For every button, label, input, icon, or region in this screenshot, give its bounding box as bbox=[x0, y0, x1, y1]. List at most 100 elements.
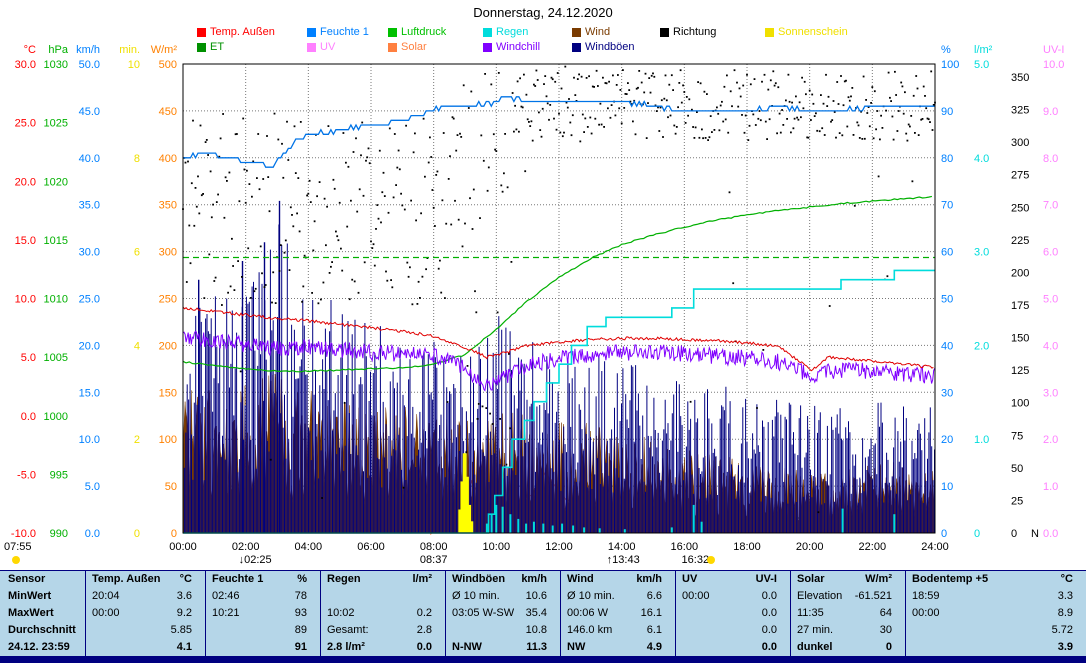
stats-cell-value: 89 bbox=[294, 624, 307, 636]
axis-tick-hpa: 1005 bbox=[44, 352, 68, 364]
axis-unit-lm2: l/m² bbox=[974, 44, 993, 56]
axis-extra-deg: N bbox=[1031, 528, 1039, 540]
x-tick: 22:00 bbox=[859, 541, 887, 553]
axis-tick-deg: 250 bbox=[1011, 202, 1029, 214]
stats-cell-value: 4.1 bbox=[176, 641, 192, 653]
series-humidity bbox=[183, 96, 935, 168]
axis-tick-kmh: 25.0 bbox=[79, 294, 100, 306]
legend-label: Richtung bbox=[673, 26, 717, 38]
stats-cell-value: 5.72 bbox=[1051, 624, 1073, 636]
stats-cell: 02:46 78 bbox=[212, 588, 307, 605]
axis-tick-wm2: 300 bbox=[159, 247, 177, 259]
stats-cell-value: 0.0 bbox=[761, 624, 777, 636]
axis-tick-uv: 2.0 bbox=[1043, 434, 1058, 446]
stats-col-unit: °C bbox=[179, 573, 192, 585]
x-tick: 12:00 bbox=[545, 541, 573, 553]
stats-cell: 0.0 bbox=[682, 622, 777, 639]
x-tick: 08:00 bbox=[420, 541, 448, 553]
stats-cell-value: 2.8 bbox=[416, 624, 432, 636]
axis-tick-temp: -5.0 bbox=[17, 469, 36, 481]
stats-col-unit: UV-I bbox=[755, 573, 777, 585]
sunset-sun-icon bbox=[707, 556, 715, 564]
legend-swatch-icon bbox=[307, 27, 316, 37]
axis-unit-temp: °C bbox=[24, 44, 36, 56]
legend-label: Luftdruck bbox=[401, 26, 447, 38]
axis-tick-wm2: 450 bbox=[159, 106, 177, 118]
stats-header: Regen l/m² bbox=[327, 571, 432, 588]
stats-col-windb-en: Windböen km/h Ø 10 min. 10.6 03:05 W-SW 35.4 1… bbox=[445, 571, 560, 663]
stats-cell: Gesamt: 2.8 bbox=[327, 622, 432, 639]
legend-label: Sonnenschein bbox=[778, 26, 848, 38]
stats-cell: Ø 10 min. 6.6 bbox=[567, 588, 662, 605]
stats-cell-value: -61.521 bbox=[854, 590, 892, 602]
axis-tick-pct: 60 bbox=[941, 247, 953, 259]
stats-cell-label: 20:04 bbox=[92, 590, 120, 602]
axis-tick-uv: 5.0 bbox=[1043, 294, 1058, 306]
plot-border bbox=[182, 63, 936, 534]
axis-tick-deg: 325 bbox=[1011, 105, 1029, 117]
stats-cell-label: 00:00 bbox=[92, 607, 120, 619]
axis-tick-deg: 0 bbox=[1011, 528, 1017, 540]
page-title: Donnerstag, 24.12.2020 bbox=[473, 5, 613, 20]
axis-tick-deg: 50 bbox=[1011, 463, 1023, 475]
stats-table: Sensor MinWert MaxWert Durchschnitt 24.12. 2… bbox=[0, 570, 1086, 663]
stats-cell-label: 11:35 bbox=[797, 607, 824, 619]
series-temperature bbox=[182, 306, 934, 372]
legend-label: UV bbox=[320, 41, 336, 53]
axis-unit-hpa: hPa bbox=[48, 44, 68, 56]
axis-tick-min: 8 bbox=[134, 153, 140, 165]
axis-tick-deg: 75 bbox=[1011, 430, 1023, 442]
stats-cell-label: 27 min. bbox=[797, 624, 834, 636]
stats-cell-label: Ø 10 min. bbox=[567, 590, 615, 602]
stats-cell-value: 35.4 bbox=[525, 607, 547, 619]
axis-tick-hpa: 990 bbox=[50, 528, 68, 540]
stats-cell-value: 9.2 bbox=[176, 607, 192, 619]
legend-item-uv: UV bbox=[307, 41, 335, 53]
legend-item-windb-en: Windböen bbox=[572, 41, 635, 53]
axis-tick-wm2: 100 bbox=[159, 434, 177, 446]
axis-unit-wm2: W/m² bbox=[151, 44, 178, 56]
axis-tick-temp: 5.0 bbox=[21, 352, 36, 364]
axis-tick-kmh: 30.0 bbox=[79, 247, 100, 259]
stats-cell: dunkel 0 bbox=[797, 639, 892, 656]
stats-cell: 27 min. 30 bbox=[797, 622, 892, 639]
axis-tick-pct: 90 bbox=[941, 106, 953, 118]
legend-item-temp-au-en: Temp. Außen bbox=[197, 26, 275, 38]
axis-unit-min: min. bbox=[119, 44, 140, 56]
sunrise-time: 07:55 bbox=[4, 541, 32, 553]
legend-swatch-icon bbox=[307, 42, 316, 52]
axis-tick-min: 10 bbox=[128, 59, 140, 71]
axis-tick-pct: 40 bbox=[941, 340, 953, 352]
axis-unit-uv: UV-I bbox=[1043, 44, 1064, 56]
legend-item-richtung: Richtung bbox=[660, 26, 716, 38]
axis-tick-min: 0 bbox=[134, 528, 140, 540]
stats-cell-value: 30 bbox=[879, 624, 892, 636]
stats-cell-value: 3.9 bbox=[1057, 641, 1073, 653]
legend-item-regen: Regen bbox=[483, 26, 528, 38]
axis-tick-wm2: 500 bbox=[159, 59, 177, 71]
axis-tick-kmh: 0.0 bbox=[85, 528, 100, 540]
stats-cell: 4.1 bbox=[92, 639, 192, 656]
series-rain-rate bbox=[485, 504, 896, 533]
stats-cell-value: 0.0 bbox=[761, 607, 777, 619]
stats-cell: 03:05 W-SW 35.4 bbox=[452, 605, 547, 622]
legend-swatch-icon bbox=[660, 27, 669, 37]
axis-tick-lm2: 3.0 bbox=[974, 247, 989, 259]
legend-swatch-icon bbox=[197, 27, 206, 37]
axis-tick-min: 2 bbox=[134, 434, 140, 446]
axis-tick-hpa: 1015 bbox=[44, 235, 68, 247]
stats-cell: NW 4.9 bbox=[567, 639, 662, 656]
legend-label: Temp. Außen bbox=[210, 26, 275, 38]
stats-col-feuchte-1: Feuchte 1% 02:46 78 10:21 93 89 91 bbox=[205, 571, 320, 663]
axis-tick-uv: 8.0 bbox=[1043, 153, 1058, 165]
stats-cell: N-NW 11.3 bbox=[452, 639, 547, 656]
axis-tick-pct: 100 bbox=[941, 59, 959, 71]
legend-item-solar: Solar bbox=[388, 41, 427, 53]
axis-tick-uv: 7.0 bbox=[1043, 200, 1058, 212]
axis-tick-kmh: 45.0 bbox=[79, 106, 100, 118]
series-rain-cum bbox=[183, 269, 935, 534]
stats-col-temp-au-en: Temp. Außen °C 20:04 3.6 00:00 9.2 5.85 4.1 bbox=[85, 571, 205, 663]
legend-swatch-icon bbox=[197, 42, 206, 52]
stats-header: Wind km/h bbox=[567, 571, 662, 588]
axis-tick-deg: 350 bbox=[1011, 72, 1029, 84]
